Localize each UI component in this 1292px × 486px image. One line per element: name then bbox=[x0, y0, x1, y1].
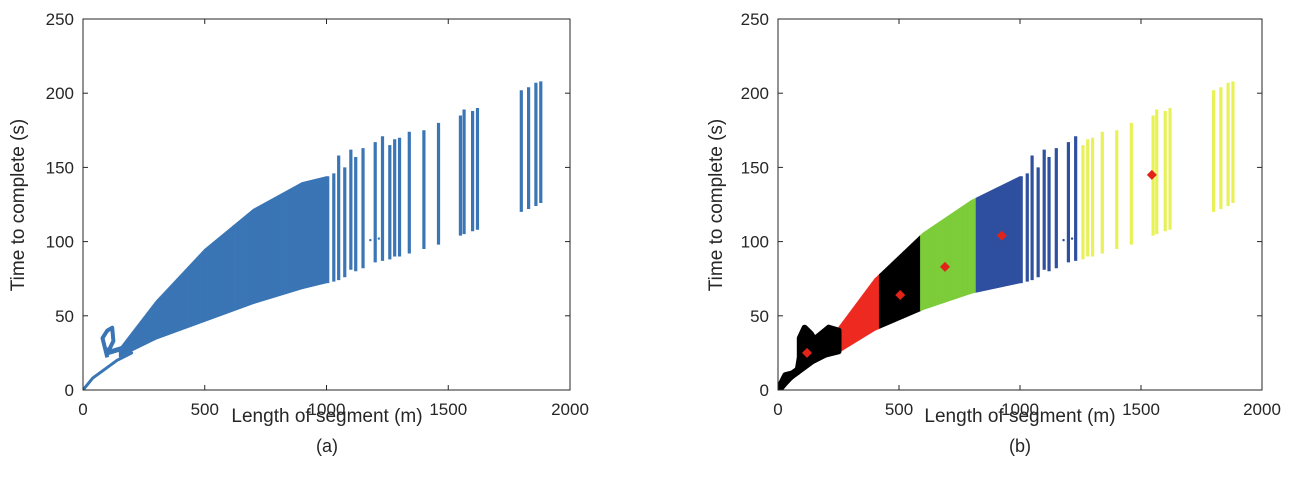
scatter-dot bbox=[1067, 238, 1070, 242]
scatter-dot bbox=[1062, 238, 1065, 242]
y-axis-label-b: Time to complete (s) bbox=[706, 119, 727, 291]
y-tick-label-b: 100 bbox=[741, 233, 769, 252]
x-tick-label-b: 0 bbox=[773, 400, 782, 419]
hook-connector bbox=[106, 343, 138, 356]
caption-a: (a) bbox=[316, 436, 338, 456]
x-tick-label-b: 1000 bbox=[1001, 400, 1039, 419]
x-tick-label-a: 1000 bbox=[308, 400, 346, 419]
scatter-dot bbox=[374, 238, 377, 242]
centroid-marker bbox=[895, 290, 906, 301]
centroid-marker bbox=[802, 347, 813, 358]
y-tick-label-b: 50 bbox=[750, 307, 769, 326]
centroid-marker bbox=[939, 261, 950, 272]
scatter-dot bbox=[369, 238, 372, 242]
x-tick-label-a: 1500 bbox=[429, 400, 467, 419]
plot-area-a bbox=[83, 81, 543, 390]
y-tick-label-a: 200 bbox=[46, 84, 74, 103]
axis-ticks-b: 0 500 1000 1500 2000 0 50 100 150 200 250 bbox=[741, 10, 1281, 419]
axis-ticks-a: 0 500 1000 1500 2000 0 50 100 150 200 250 bbox=[46, 10, 589, 419]
x-tick-label-a: 2000 bbox=[551, 400, 589, 419]
x-tick-label-b: 1500 bbox=[1122, 400, 1160, 419]
y-tick-label-a: 150 bbox=[46, 158, 74, 177]
scatter-dot bbox=[1055, 240, 1058, 243]
y-tick-label-b: 200 bbox=[741, 84, 769, 103]
scatter-dot bbox=[377, 237, 381, 240]
y-tick-label-b: 0 bbox=[760, 381, 769, 400]
y-tick-label-b: 150 bbox=[741, 158, 769, 177]
y-tick-label-b: 250 bbox=[741, 10, 769, 29]
hook-feature bbox=[100, 325, 116, 358]
x-tick-label-a: 0 bbox=[78, 400, 87, 419]
scatter-dot bbox=[1070, 237, 1074, 240]
chart-panel-b: 0 500 1000 1500 2000 0 50 100 150 200 250 Length o… bbox=[706, 10, 1281, 456]
y-tick-label-a: 250 bbox=[46, 10, 74, 29]
centroid-marker bbox=[996, 230, 1007, 241]
y-tick-label-a: 50 bbox=[55, 307, 74, 326]
black-blob bbox=[778, 324, 842, 390]
plot-area-b bbox=[778, 81, 1235, 390]
x-tick-label-a: 500 bbox=[191, 400, 219, 419]
centroid-marker bbox=[1146, 169, 1157, 180]
x-axis-label-a: Length of segment (m) bbox=[231, 406, 422, 427]
x-axis-label-b: Length of segment (m) bbox=[924, 406, 1115, 427]
start-curve bbox=[83, 351, 134, 390]
chart-panel-a: 0 500 1000 1500 2000 0 50 100 150 200 250 Length o… bbox=[8, 10, 589, 456]
caption-b: (b) bbox=[1009, 436, 1031, 456]
x-tick-label-b: 2000 bbox=[1243, 400, 1281, 419]
x-tick-label-b: 500 bbox=[885, 400, 913, 419]
y-tick-label-a: 100 bbox=[46, 233, 74, 252]
y-axis-label-a: Time to complete (s) bbox=[8, 119, 29, 291]
scatter-dot bbox=[361, 240, 365, 243]
y-tick-label-a: 0 bbox=[65, 381, 74, 400]
